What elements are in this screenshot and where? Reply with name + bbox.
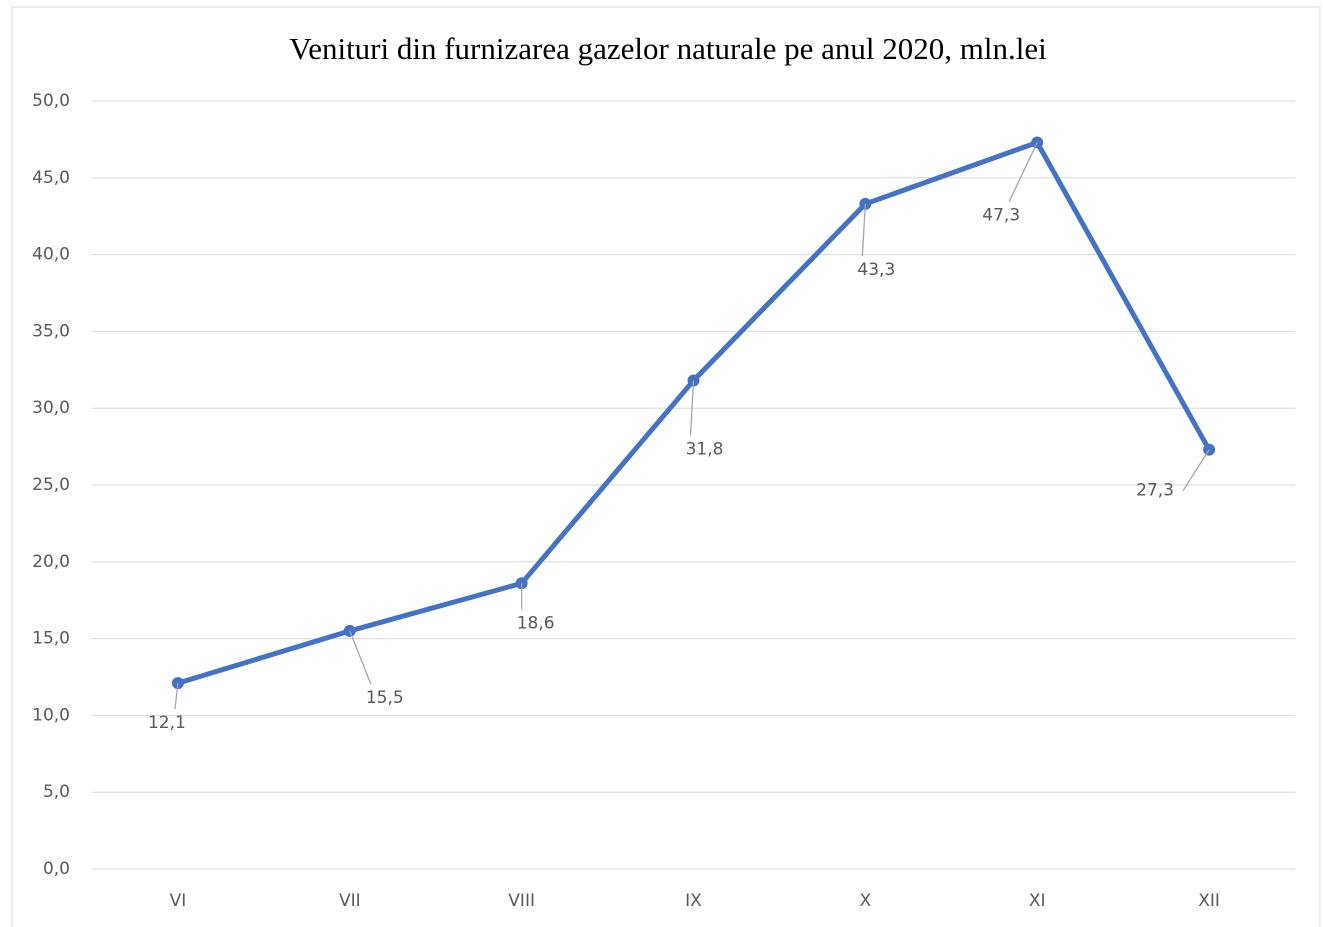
y-tick-label: 50,0 [32, 91, 70, 111]
y-tick-label: 15,0 [32, 629, 70, 649]
data-label: 12,1 [148, 713, 186, 733]
y-tick-label: 45,0 [32, 168, 70, 188]
x-tick-label: X [860, 891, 872, 911]
leader-line [349, 630, 372, 685]
y-tick-label: 10,0 [32, 705, 70, 725]
y-tick-label: 0,0 [43, 859, 70, 879]
leader-line [1008, 142, 1038, 202]
data-label: 31,8 [686, 440, 724, 460]
y-tick-label: 25,0 [32, 475, 70, 495]
data-label: 15,5 [366, 688, 404, 708]
y-tick-label: 20,0 [32, 552, 70, 572]
x-tick-label: VI [170, 891, 187, 911]
leader-line [1182, 449, 1210, 492]
x-tick-label: VIII [508, 891, 535, 911]
data-label: 18,6 [517, 613, 555, 633]
y-tick-label: 40,0 [32, 245, 70, 265]
data-label: 43,3 [857, 260, 895, 280]
y-tick-label: 35,0 [32, 321, 70, 341]
chart-title: Venituri din furnizarea gazelor naturale… [289, 31, 1047, 66]
leader-line [174, 683, 179, 710]
x-tick-label: IX [685, 891, 702, 911]
leader-line [689, 380, 695, 436]
chart-frame [11, 6, 1321, 927]
data-label: 47,3 [982, 205, 1020, 225]
y-tick-label: 30,0 [32, 398, 70, 418]
y-tick-label: 5,0 [43, 782, 70, 802]
x-tick-label: XII [1198, 891, 1220, 911]
data-label: 27,3 [1136, 481, 1174, 501]
x-tick-label: XI [1029, 891, 1046, 911]
leader-line [861, 203, 867, 256]
x-tick-label: VII [339, 891, 361, 911]
